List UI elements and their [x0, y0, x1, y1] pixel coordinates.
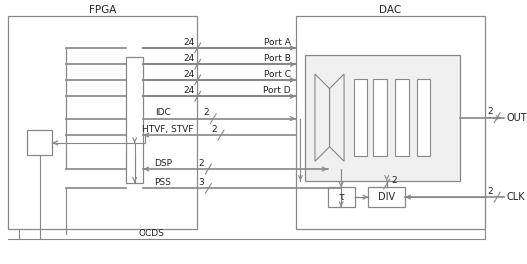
Bar [305, 55, 461, 181]
Text: 2: 2 [392, 176, 397, 185]
Bar [368, 187, 405, 207]
Bar [354, 79, 367, 157]
Bar [27, 130, 52, 155]
Text: 24: 24 [183, 86, 194, 95]
Text: PSS: PSS [154, 178, 171, 187]
Text: 24: 24 [183, 69, 194, 78]
Text: 2: 2 [487, 187, 493, 196]
Text: Port A: Port A [264, 37, 291, 46]
Text: 2: 2 [211, 125, 217, 134]
Text: DIV: DIV [378, 192, 395, 202]
Text: Port B: Port B [264, 54, 291, 63]
Text: HTVF, STVF: HTVF, STVF [142, 125, 193, 134]
Text: DAC: DAC [379, 5, 401, 15]
Text: CLK: CLK [507, 192, 525, 202]
Text: τ: τ [338, 192, 344, 202]
Text: OUT: OUT [507, 113, 527, 123]
Text: IDC: IDC [155, 108, 171, 117]
Bar [126, 56, 143, 183]
Bar [8, 16, 197, 229]
Text: 24: 24 [183, 54, 194, 63]
Bar [395, 79, 409, 157]
Text: Port D: Port D [263, 86, 291, 95]
Text: 2: 2 [487, 107, 493, 116]
Text: FPGA: FPGA [89, 5, 116, 15]
Text: 2: 2 [203, 108, 209, 117]
Text: Port C: Port C [264, 69, 291, 78]
Bar [328, 187, 355, 207]
Bar [417, 79, 431, 157]
Text: 24: 24 [183, 37, 194, 46]
Bar [296, 16, 485, 229]
Text: 2: 2 [199, 159, 204, 168]
Text: DSP: DSP [154, 159, 172, 168]
Bar [373, 79, 387, 157]
Text: 3: 3 [199, 178, 204, 187]
Text: OCDS: OCDS [139, 229, 164, 238]
